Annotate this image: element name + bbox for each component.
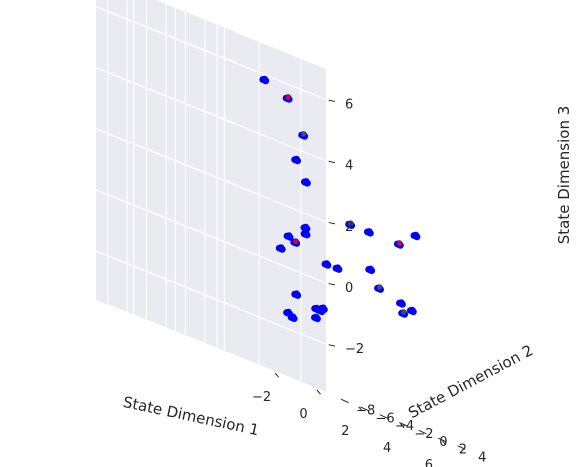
point-group-20 bbox=[311, 313, 321, 323]
z-tick-label: 2 bbox=[345, 220, 353, 235]
point-marker bbox=[365, 228, 373, 235]
point-group-26 bbox=[317, 304, 328, 313]
point-group-24 bbox=[283, 308, 293, 318]
y-tick-mark bbox=[379, 414, 388, 419]
overlay-marker bbox=[401, 309, 406, 315]
z-tick-mark bbox=[328, 221, 336, 225]
y-tick-label: 4 bbox=[478, 450, 486, 465]
grid-z-back bbox=[95, 67, 327, 162]
point-group-28 bbox=[321, 260, 332, 269]
point-marker bbox=[293, 290, 300, 298]
x-tick-label: 4 bbox=[383, 441, 391, 456]
tick-marks bbox=[274, 99, 466, 450]
z-tick-label: 4 bbox=[345, 159, 353, 174]
overlay-marker bbox=[396, 240, 402, 246]
overlay-marker bbox=[301, 131, 306, 137]
x-tick-label: 6 bbox=[425, 458, 433, 467]
point-group-9 bbox=[393, 240, 404, 249]
point-marker bbox=[261, 75, 268, 83]
grid-z-back bbox=[95, 128, 327, 223]
point-marker bbox=[397, 299, 405, 306]
y-tick-mark bbox=[457, 445, 466, 450]
x-tick-mark bbox=[400, 423, 405, 429]
point-group-15 bbox=[332, 264, 343, 273]
point-group-12 bbox=[300, 229, 311, 239]
point-marker bbox=[293, 155, 300, 163]
y-tick-label: −4 bbox=[395, 419, 414, 434]
z-tick-mark bbox=[328, 99, 336, 103]
point-group-1 bbox=[259, 75, 270, 85]
y-tick-mark bbox=[437, 437, 447, 443]
z-tick-mark bbox=[328, 344, 336, 347]
y-tick-label: −2 bbox=[414, 427, 433, 442]
point-group-13 bbox=[283, 232, 294, 241]
y-tick-label: −8 bbox=[356, 404, 375, 419]
x-tick-mark bbox=[442, 440, 447, 446]
z-tick-label: 6 bbox=[345, 98, 353, 113]
z-tick-label: 0 bbox=[345, 281, 353, 296]
point-group-2 bbox=[282, 94, 293, 103]
point-group-8 bbox=[363, 228, 374, 237]
grid-lines bbox=[95, 0, 455, 445]
point-marker bbox=[408, 306, 416, 314]
overlay-marker bbox=[285, 94, 291, 100]
point-marker bbox=[319, 304, 327, 312]
point-marker bbox=[302, 229, 310, 237]
x-tick-mark bbox=[316, 389, 321, 395]
point-marker bbox=[412, 231, 420, 239]
x-tick-label: −2 bbox=[252, 390, 271, 405]
point-marker bbox=[285, 308, 292, 316]
point-group-11 bbox=[410, 231, 421, 241]
point-marker bbox=[334, 264, 342, 272]
grid-z-back bbox=[95, 250, 327, 345]
y-tick-mark bbox=[418, 429, 427, 435]
grid-z-back bbox=[95, 189, 327, 284]
y-tick-mark bbox=[360, 406, 369, 411]
point-group-23 bbox=[374, 284, 384, 293]
point-group-18 bbox=[406, 306, 417, 316]
point-marker bbox=[277, 244, 285, 252]
point-group-16 bbox=[396, 299, 406, 308]
point-marker bbox=[302, 223, 310, 231]
point-group-27 bbox=[290, 238, 301, 247]
x-tick-mark bbox=[274, 372, 280, 378]
grid-z-back bbox=[95, 6, 327, 101]
grid-y-floor bbox=[224, 350, 455, 445]
point-group-6 bbox=[300, 223, 311, 233]
point-marker bbox=[367, 265, 374, 273]
point-group-17 bbox=[398, 309, 409, 318]
x-tick-mark bbox=[358, 406, 363, 412]
point-marker bbox=[323, 260, 331, 267]
x-tick-label: 0 bbox=[299, 407, 307, 422]
point-group-14 bbox=[275, 244, 286, 253]
overlay-marker bbox=[377, 285, 382, 290]
overlay-marker bbox=[293, 239, 299, 244]
z-tick-mark bbox=[328, 283, 336, 286]
z-tick-mark bbox=[328, 160, 336, 164]
point-marker bbox=[302, 178, 310, 185]
y-tick-label: 0 bbox=[439, 435, 447, 450]
y-tick-label: −6 bbox=[376, 411, 395, 426]
back-wall-pane bbox=[96, 0, 326, 393]
point-group-19 bbox=[291, 290, 302, 299]
x-tick-label: 2 bbox=[341, 424, 349, 439]
data-points bbox=[259, 75, 421, 323]
point-marker bbox=[312, 313, 320, 321]
point-group-7 bbox=[345, 220, 356, 230]
point-group-29 bbox=[365, 265, 376, 275]
point-marker bbox=[285, 232, 293, 240]
z-axis-label: State Dimension 3 bbox=[555, 106, 573, 245]
z-tick-label: −2 bbox=[345, 342, 364, 357]
point-group-4 bbox=[291, 155, 302, 165]
point-group-3 bbox=[298, 131, 309, 140]
overlay-marker bbox=[348, 221, 353, 226]
y-tick-mark bbox=[340, 398, 349, 404]
point-group-5 bbox=[300, 178, 311, 187]
y-tick-mark bbox=[399, 422, 408, 427]
y-tick-label: 2 bbox=[459, 443, 467, 458]
